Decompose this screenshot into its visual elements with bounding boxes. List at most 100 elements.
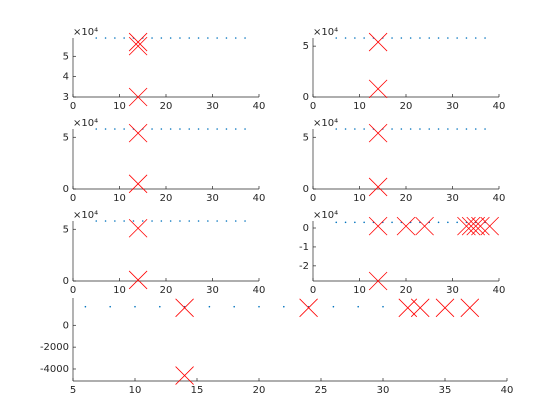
x-tick-label: 10 — [353, 101, 366, 112]
x-tick-label: 40 — [253, 101, 266, 112]
dot-marker — [391, 221, 393, 224]
cross-marker — [460, 298, 480, 318]
dot-marker — [391, 128, 393, 130]
x-tick-label: 20 — [160, 285, 173, 296]
x-tick-label: 30 — [206, 101, 219, 112]
dot-marker — [114, 128, 116, 130]
dot-marker — [344, 128, 347, 130]
dot-marker — [179, 37, 181, 39]
dot-marker — [207, 37, 209, 39]
cross-marker — [480, 216, 499, 236]
y-tick-label: -4000 — [40, 364, 69, 375]
cross-marker — [368, 177, 388, 197]
cross-marker — [435, 298, 455, 318]
cross-stroke — [461, 216, 481, 236]
x-tick-label: 30 — [206, 193, 219, 204]
cross-stroke — [368, 216, 388, 236]
cross-marker — [410, 298, 430, 318]
x-tick-label: 0 — [70, 193, 76, 204]
dot-marker — [354, 221, 356, 224]
cross-stroke — [435, 298, 455, 318]
dot-marker — [335, 221, 338, 224]
dot-marker — [332, 305, 335, 308]
dot-marker — [437, 128, 440, 130]
dot-marker — [391, 37, 393, 39]
dot-marker — [283, 305, 285, 308]
x-tick-label: 10 — [129, 385, 142, 396]
x-tick-label: 20 — [160, 101, 173, 112]
dot-marker — [169, 128, 172, 130]
cross-stroke — [128, 123, 148, 143]
cross-marker — [368, 123, 388, 143]
dot-marker — [151, 37, 153, 39]
dot-marker — [484, 128, 486, 130]
cross-stroke — [128, 218, 148, 238]
y-tick-label: 0 — [63, 276, 69, 287]
cross-marker — [128, 32, 148, 52]
dot-marker — [179, 128, 181, 130]
dot-marker — [123, 220, 125, 222]
x-tick-label: 40 — [493, 101, 506, 112]
cross-stroke — [460, 298, 480, 318]
dot-marker — [114, 220, 116, 222]
cross-marker — [457, 216, 476, 236]
dot-marker — [234, 220, 237, 222]
x-tick-label: 20 — [400, 101, 413, 112]
dot-marker — [234, 37, 237, 39]
dot-marker — [409, 37, 412, 39]
dot-marker — [437, 221, 440, 224]
x-tick-label: 0 — [70, 285, 76, 296]
cross-marker — [368, 216, 388, 236]
y-tick-label: 0 — [303, 184, 309, 195]
dot-marker — [160, 128, 163, 130]
y-tick-label: 5 — [63, 132, 69, 143]
dot-marker — [244, 220, 246, 222]
dot-marker — [208, 305, 211, 308]
cross-marker — [368, 271, 388, 291]
x-tick-label: 40 — [253, 285, 266, 296]
dot-marker — [179, 220, 181, 222]
x-tick-label: 10 — [113, 101, 126, 112]
dot-marker — [123, 37, 125, 39]
dot-marker — [335, 128, 338, 130]
x-tick-label: 10 — [353, 285, 366, 296]
cross-marker — [128, 218, 148, 238]
x-tick-label: 40 — [253, 193, 266, 204]
cross-stroke — [368, 271, 388, 291]
dot-marker — [382, 305, 384, 308]
cross-stroke — [128, 36, 148, 56]
dot-marker — [114, 37, 116, 39]
dot-marker — [400, 128, 403, 130]
cross-stroke — [368, 32, 388, 52]
dot-marker — [216, 220, 218, 222]
x-tick-label: 20 — [160, 193, 173, 204]
cross-stroke — [128, 270, 148, 290]
x-tick-label: 40 — [493, 285, 506, 296]
y-tick-label: 3 — [63, 92, 69, 103]
dot-marker — [197, 128, 200, 130]
x-tick-label: 35 — [439, 385, 452, 396]
y-tick-label: 5 — [303, 132, 309, 143]
y-tick-label: 5 — [63, 51, 69, 62]
dot-marker — [151, 128, 153, 130]
x-tick-label: 30 — [446, 193, 459, 204]
dot-marker — [123, 128, 125, 130]
cross-marker — [396, 216, 416, 236]
dot-marker — [109, 305, 111, 308]
exponent-label: ×10⁴ — [73, 118, 98, 129]
dot-marker — [447, 128, 449, 130]
dot-marker — [169, 220, 172, 222]
dot-marker — [188, 37, 191, 39]
cross-stroke — [415, 216, 434, 236]
dot-marker — [484, 37, 486, 39]
x-tick-label: 30 — [206, 285, 219, 296]
dot-marker — [188, 128, 191, 130]
dot-marker — [188, 220, 191, 222]
cross-marker — [128, 123, 148, 143]
dot-marker — [456, 128, 458, 130]
x-tick-label: 20 — [400, 193, 413, 204]
cross-stroke — [471, 216, 490, 236]
x-tick-label: 30 — [377, 385, 390, 396]
dot-marker — [207, 220, 209, 222]
cross-stroke — [128, 32, 148, 52]
